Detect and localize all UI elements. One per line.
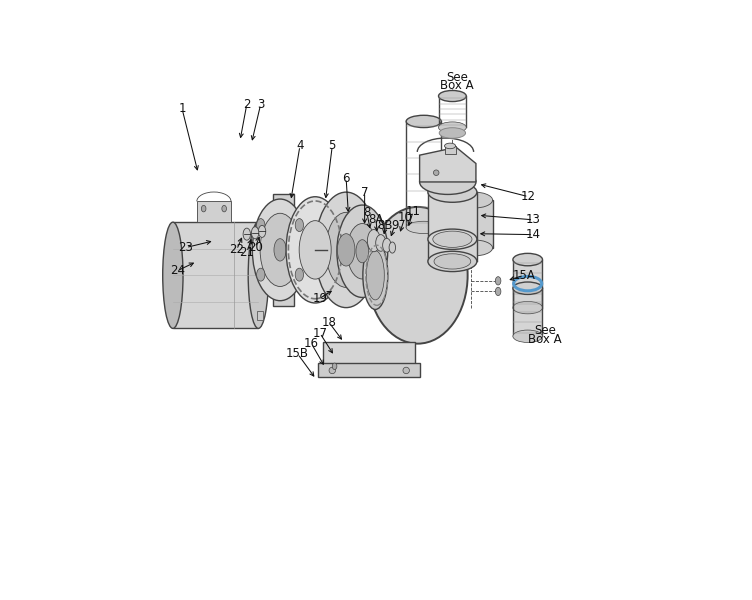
Ellipse shape bbox=[428, 229, 477, 250]
Ellipse shape bbox=[274, 239, 287, 261]
Ellipse shape bbox=[337, 205, 388, 298]
Text: 8: 8 bbox=[363, 206, 371, 220]
Ellipse shape bbox=[248, 222, 268, 328]
Text: Box A: Box A bbox=[440, 79, 474, 92]
Text: 16: 16 bbox=[304, 337, 319, 350]
Ellipse shape bbox=[259, 226, 265, 238]
Ellipse shape bbox=[420, 169, 476, 194]
Ellipse shape bbox=[496, 277, 501, 285]
Bar bbox=[444, 146, 456, 154]
Ellipse shape bbox=[366, 251, 384, 300]
Ellipse shape bbox=[256, 218, 265, 232]
Bar bbox=[256, 231, 263, 240]
Ellipse shape bbox=[256, 268, 265, 281]
Ellipse shape bbox=[356, 240, 368, 263]
Ellipse shape bbox=[389, 242, 396, 253]
Ellipse shape bbox=[383, 238, 391, 252]
Bar bbox=[513, 288, 542, 336]
Ellipse shape bbox=[332, 363, 337, 370]
Text: 6: 6 bbox=[342, 172, 350, 185]
Polygon shape bbox=[420, 148, 476, 182]
Ellipse shape bbox=[296, 218, 304, 232]
Text: 1: 1 bbox=[178, 103, 186, 115]
Text: 8A: 8A bbox=[368, 214, 384, 226]
Ellipse shape bbox=[513, 301, 542, 314]
Ellipse shape bbox=[363, 241, 388, 310]
Ellipse shape bbox=[438, 91, 466, 101]
Ellipse shape bbox=[403, 367, 409, 374]
Text: 15B: 15B bbox=[286, 347, 309, 361]
Text: 24: 24 bbox=[170, 264, 185, 277]
Text: 13: 13 bbox=[526, 214, 541, 226]
Ellipse shape bbox=[452, 240, 493, 256]
Ellipse shape bbox=[253, 199, 308, 301]
Ellipse shape bbox=[296, 268, 304, 281]
Ellipse shape bbox=[444, 143, 456, 149]
Ellipse shape bbox=[329, 367, 335, 374]
Text: 7: 7 bbox=[361, 185, 368, 199]
Bar bbox=[318, 363, 420, 377]
Ellipse shape bbox=[433, 231, 472, 247]
Bar bbox=[256, 311, 263, 320]
Ellipse shape bbox=[347, 224, 378, 279]
Text: 19: 19 bbox=[312, 292, 327, 305]
Bar bbox=[513, 260, 542, 308]
Ellipse shape bbox=[496, 287, 501, 296]
Text: 8B: 8B bbox=[378, 219, 393, 232]
Text: 10: 10 bbox=[397, 211, 412, 224]
Text: 11: 11 bbox=[405, 205, 420, 218]
Ellipse shape bbox=[251, 227, 259, 239]
Ellipse shape bbox=[428, 251, 477, 272]
Ellipse shape bbox=[452, 192, 493, 208]
Text: 9: 9 bbox=[391, 219, 399, 232]
Bar bbox=[197, 202, 231, 222]
Ellipse shape bbox=[162, 222, 183, 328]
Ellipse shape bbox=[260, 213, 300, 286]
Ellipse shape bbox=[438, 122, 466, 133]
Ellipse shape bbox=[202, 205, 206, 212]
Ellipse shape bbox=[326, 212, 366, 287]
Text: 15A: 15A bbox=[513, 269, 535, 282]
Text: 18: 18 bbox=[322, 316, 336, 329]
Ellipse shape bbox=[368, 230, 381, 252]
Text: 23: 23 bbox=[178, 241, 193, 254]
Ellipse shape bbox=[406, 221, 441, 233]
Ellipse shape bbox=[513, 282, 542, 295]
Text: 5: 5 bbox=[329, 139, 336, 152]
Text: 2: 2 bbox=[243, 98, 250, 111]
Text: 17: 17 bbox=[312, 326, 327, 340]
Text: See: See bbox=[446, 71, 468, 84]
Polygon shape bbox=[453, 200, 493, 248]
Ellipse shape bbox=[513, 253, 542, 266]
Bar bbox=[323, 342, 415, 364]
Ellipse shape bbox=[376, 235, 386, 251]
Text: See: See bbox=[534, 324, 556, 337]
Ellipse shape bbox=[434, 254, 471, 269]
Text: 20: 20 bbox=[247, 241, 262, 254]
Text: 3: 3 bbox=[257, 98, 265, 111]
Polygon shape bbox=[273, 194, 294, 306]
Ellipse shape bbox=[406, 115, 441, 128]
Text: 21: 21 bbox=[239, 245, 254, 259]
Ellipse shape bbox=[286, 197, 344, 303]
Text: 4: 4 bbox=[296, 139, 304, 152]
Text: Box A: Box A bbox=[528, 332, 562, 346]
Text: 14: 14 bbox=[526, 228, 541, 241]
Text: 22: 22 bbox=[229, 244, 244, 256]
Bar bbox=[428, 192, 477, 262]
Polygon shape bbox=[173, 222, 259, 328]
Text: 12: 12 bbox=[521, 190, 536, 203]
Ellipse shape bbox=[428, 182, 477, 202]
Ellipse shape bbox=[299, 221, 331, 279]
Ellipse shape bbox=[243, 228, 250, 240]
Ellipse shape bbox=[368, 207, 468, 344]
Ellipse shape bbox=[513, 330, 542, 343]
Ellipse shape bbox=[433, 170, 439, 175]
Ellipse shape bbox=[338, 233, 355, 266]
Ellipse shape bbox=[315, 192, 378, 308]
Ellipse shape bbox=[439, 128, 465, 138]
Ellipse shape bbox=[222, 205, 226, 212]
